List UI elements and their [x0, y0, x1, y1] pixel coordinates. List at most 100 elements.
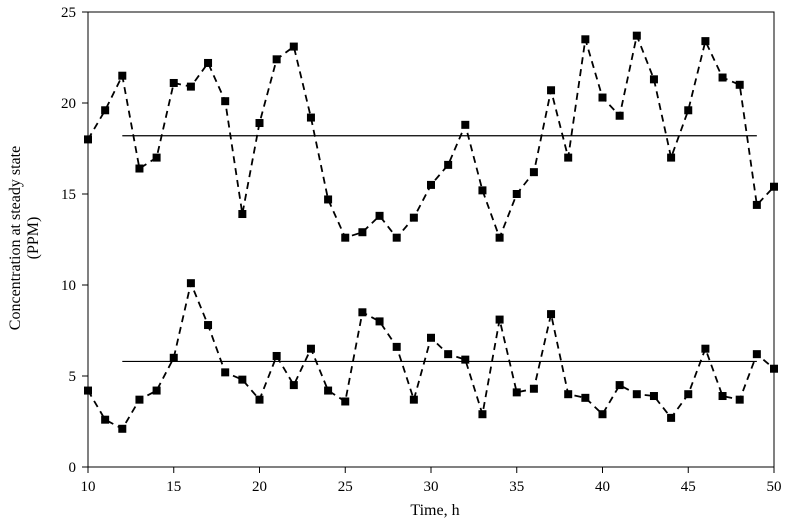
series-1-point	[324, 195, 333, 204]
series-2-point	[204, 321, 213, 330]
series-1-point	[186, 82, 195, 91]
series-2-point	[101, 415, 110, 424]
x-tick-label: 40	[595, 479, 610, 495]
y-tick-label: 5	[69, 369, 77, 385]
series-1-point	[375, 211, 384, 220]
series-2-point	[135, 395, 144, 404]
series-2-point	[324, 386, 333, 395]
series-2-point	[409, 395, 418, 404]
series-1-point	[118, 71, 127, 80]
x-tick-label: 30	[424, 479, 439, 495]
series-1-point	[221, 97, 230, 106]
series-1-point	[667, 153, 676, 162]
series-1-point	[718, 73, 727, 82]
series-2-point	[529, 384, 538, 393]
series-2-point	[667, 413, 676, 422]
y-tick-label: 25	[61, 5, 76, 21]
series-1-point	[358, 228, 367, 237]
series-2-point	[358, 308, 367, 317]
y-tick-label: 10	[61, 278, 76, 294]
series-2-point	[752, 350, 761, 359]
series-1-point	[409, 213, 418, 222]
series-1-point	[632, 31, 641, 40]
series-2-point	[461, 355, 470, 364]
series-1-point	[152, 153, 161, 162]
series-2-point	[84, 386, 92, 395]
series-2-point	[272, 351, 281, 360]
series-1-point	[101, 106, 110, 115]
series-2-point	[306, 344, 315, 353]
plot-area-frame	[87, 11, 775, 468]
series-1-point	[770, 182, 778, 191]
series-2-point	[255, 395, 264, 404]
series-1-line	[87, 32, 775, 241]
series-1-point	[684, 106, 693, 115]
series-2-point	[615, 381, 624, 390]
series-1-point	[272, 55, 281, 64]
series-1-point	[461, 120, 470, 129]
series-2-point	[221, 368, 230, 377]
series-1-point	[427, 180, 435, 189]
series-2-point	[684, 390, 693, 399]
series-2-point	[701, 344, 710, 353]
series-2-point	[152, 386, 161, 395]
series-2-point	[186, 279, 195, 288]
y-axis-title-line2: (PPM)	[25, 217, 42, 260]
series-2-point	[444, 350, 453, 359]
series-2-point	[512, 388, 521, 397]
series-1-point	[84, 135, 92, 144]
series-1-point	[392, 233, 401, 242]
series-2-point	[649, 392, 658, 401]
series-2-point	[495, 315, 504, 324]
series-2-point	[392, 342, 401, 351]
series-2-point	[735, 395, 744, 404]
series-1-point	[255, 119, 264, 128]
x-tick-label: 15	[166, 479, 181, 495]
series-1-point	[289, 42, 298, 51]
series-1-point	[581, 35, 590, 44]
series-1-point	[735, 80, 744, 89]
y-tick-label: 0	[69, 460, 77, 476]
series-2-point	[289, 381, 298, 390]
series-1-point	[478, 186, 487, 195]
x-tick-label: 20	[252, 479, 267, 495]
series-2-point	[564, 390, 573, 399]
series-2-point	[375, 317, 384, 326]
series-1-point	[701, 37, 710, 46]
series-2-point	[427, 333, 435, 342]
series-2-point	[547, 310, 556, 319]
x-tick-label: 35	[509, 479, 524, 495]
y-tick-label: 20	[61, 96, 76, 112]
series-1-point	[306, 113, 315, 122]
y-axis-title-line1: Concentration at steady state	[7, 146, 24, 330]
series-1-point	[529, 168, 538, 177]
series-2-point	[238, 375, 247, 384]
series-2-point	[341, 397, 350, 406]
series-1-point	[512, 190, 521, 198]
x-tick-label: 10	[81, 479, 96, 495]
series-1-point	[649, 75, 658, 84]
series-2-point	[598, 410, 607, 419]
series-1-point	[495, 233, 504, 242]
series-1-point	[752, 200, 761, 209]
series-1-point	[564, 153, 573, 162]
series-2-point	[770, 364, 778, 373]
x-tick-label: 50	[767, 479, 782, 495]
series-2-point	[718, 392, 727, 401]
series-2-point	[632, 390, 641, 399]
series-2-point	[169, 353, 178, 362]
x-tick-label: 25	[338, 479, 353, 495]
series-1-point	[238, 210, 247, 219]
series-2-point	[581, 393, 590, 402]
x-axis-title: Time, h	[410, 502, 459, 519]
series-2-point	[478, 410, 487, 419]
series-1-point	[169, 78, 178, 87]
series-1-point	[598, 93, 607, 102]
series-1-point	[615, 111, 624, 120]
series-1-point	[341, 233, 350, 242]
series-1-point	[135, 164, 144, 173]
series-1-point	[444, 160, 453, 169]
y-tick-label: 15	[61, 187, 76, 203]
series-1-point	[204, 58, 213, 67]
